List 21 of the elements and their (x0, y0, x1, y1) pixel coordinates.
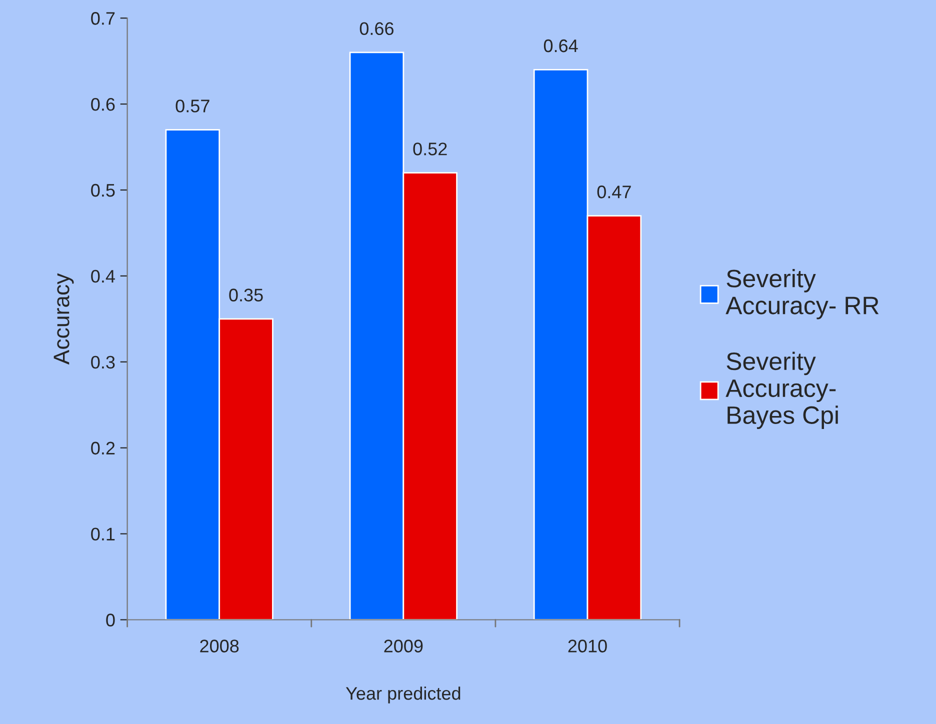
y-tick-label: 0.2 (91, 442, 115, 455)
legend-label: Severity Accuracy- RR (726, 269, 879, 320)
y-tick-label: 0.7 (91, 12, 115, 25)
y-tick-label: 0.1 (91, 528, 115, 541)
y-tick-label: 0.4 (91, 270, 115, 283)
x-tick-label: 2008 (200, 640, 239, 652)
y-tick-label: 0.3 (91, 356, 115, 369)
x-tick-label: 2009 (384, 640, 423, 652)
y-tick-label: 0.5 (91, 184, 115, 197)
y-tick-label: 0.6 (91, 98, 115, 111)
data-label: 0.66 (360, 22, 394, 36)
y-axis-title: Accuracy (54, 273, 74, 365)
data-label: 0.64 (544, 39, 578, 52)
data-label: 0.57 (176, 100, 210, 112)
data-label: 0.35 (229, 288, 263, 302)
x-axis-title: Year predicted (346, 686, 460, 704)
y-tick-label: 0 (106, 614, 115, 626)
data-label: 0.52 (413, 142, 447, 156)
x-tick-label: 2010 (568, 640, 607, 652)
data-label: 0.47 (597, 186, 631, 198)
legend-label: Severity Accuracy- Bayes Cpi (726, 352, 838, 429)
